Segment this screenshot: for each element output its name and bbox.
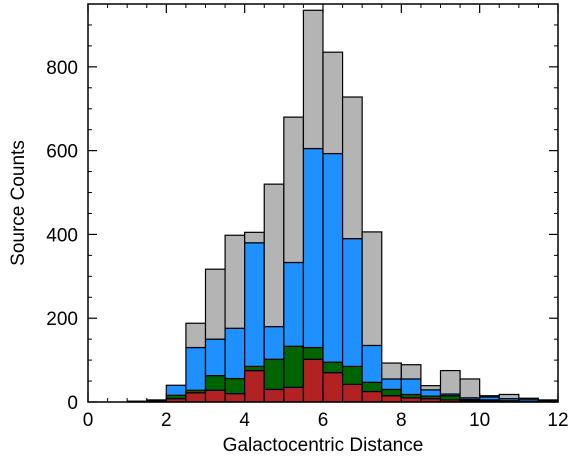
bar-series0-bin7: [263, 388, 285, 403]
bar-series3-bin14: [400, 364, 422, 380]
bar-series3-bin7: [263, 183, 285, 328]
bar-series0-bin12: [361, 390, 383, 403]
x-tick-label: 10: [469, 410, 490, 431]
bar-series0-bin6: [244, 369, 265, 403]
bar-series2-bin6: [244, 242, 265, 367]
y-tick-label: 600: [46, 142, 78, 163]
bar-series0-bin5: [224, 393, 246, 403]
bar-series1-bin9: [302, 346, 324, 360]
bar-series1-bin8: [283, 345, 305, 388]
bar-series2-bin3: [185, 346, 207, 391]
bar-series0-bin8: [283, 386, 305, 403]
bar-series2-bin9: [302, 147, 324, 349]
x-axis-label: Galactocentric Distance: [223, 435, 424, 456]
y-tick-label: 400: [46, 225, 78, 246]
x-tick-label: 6: [318, 410, 329, 431]
bar-series3-bin13: [381, 362, 402, 380]
bar-series3-bin21: [537, 399, 559, 402]
bar-series1-bin16: [439, 395, 461, 401]
bar-series1-bin6: [244, 365, 265, 372]
bar-series3-bin8: [283, 116, 305, 264]
bar-series3-bin5: [224, 234, 246, 329]
bar-series2-bin2: [165, 384, 187, 396]
bar-series1-bin4: [204, 375, 226, 391]
x-tick-label: 2: [161, 410, 172, 431]
bar-series2-bin13: [381, 378, 402, 391]
bar-series3-bin3: [185, 322, 207, 349]
bar-series3-bin17: [459, 378, 481, 399]
bar-series1-bin5: [224, 377, 246, 395]
y-tick-label: 0: [67, 393, 78, 414]
y-axis-label: Source Counts: [8, 140, 29, 266]
bar-series0-bin3: [185, 392, 207, 403]
x-tick-label: 12: [547, 410, 568, 431]
bar-series1-bin7: [263, 358, 285, 391]
x-tick-label: 8: [396, 410, 407, 431]
bar-series2-bin7: [263, 325, 285, 360]
bar-series3-bin12: [361, 231, 383, 347]
bar-series2-bin5: [224, 327, 246, 380]
bar-series2-bin4: [204, 338, 226, 377]
bar-series3-bin16: [439, 369, 461, 395]
bar-series0-bin10: [322, 372, 344, 403]
bar-series3-bin19: [498, 393, 520, 400]
histogram-bars: [126, 9, 559, 403]
bar-series3-bin6: [244, 231, 265, 244]
bar-series0-bin4: [204, 389, 226, 403]
bar-series2-bin10: [322, 152, 344, 363]
bar-series2-bin8: [283, 261, 305, 347]
bar-series0-bin13: [381, 395, 402, 403]
tick-labels: 0 2 4 6 8 10 12 0 200 400 600 800: [46, 58, 568, 431]
y-tick-label: 200: [46, 309, 78, 330]
bar-series1-bin10: [322, 361, 344, 374]
bar-series3-bin9: [302, 9, 324, 150]
bar-series3-bin20: [518, 397, 540, 400]
bar-series1-bin11: [341, 365, 363, 386]
bar-series3-bin4: [204, 268, 226, 340]
bar-series2-bin15: [420, 389, 442, 397]
bar-series0-bin11: [341, 383, 363, 403]
bar-series1-bin13: [381, 388, 402, 397]
bar-series3-bin15: [420, 385, 442, 391]
bar-series2-bin14: [400, 378, 422, 396]
bar-series3-bin10: [322, 51, 344, 155]
y-tick-label: 800: [46, 58, 78, 79]
bar-series2-bin11: [341, 238, 363, 367]
x-tick-label: 0: [83, 410, 94, 431]
axis-ticks: [87, 3, 559, 403]
x-tick-label: 4: [239, 410, 250, 431]
bar-series3-bin18: [479, 395, 500, 398]
bar-series0-bin9: [302, 358, 324, 403]
bar-series3-bin11: [341, 96, 363, 240]
bar-series2-bin12: [361, 344, 383, 383]
bar-series1-bin12: [361, 381, 383, 393]
bar-series3-bin1: [146, 399, 167, 402]
